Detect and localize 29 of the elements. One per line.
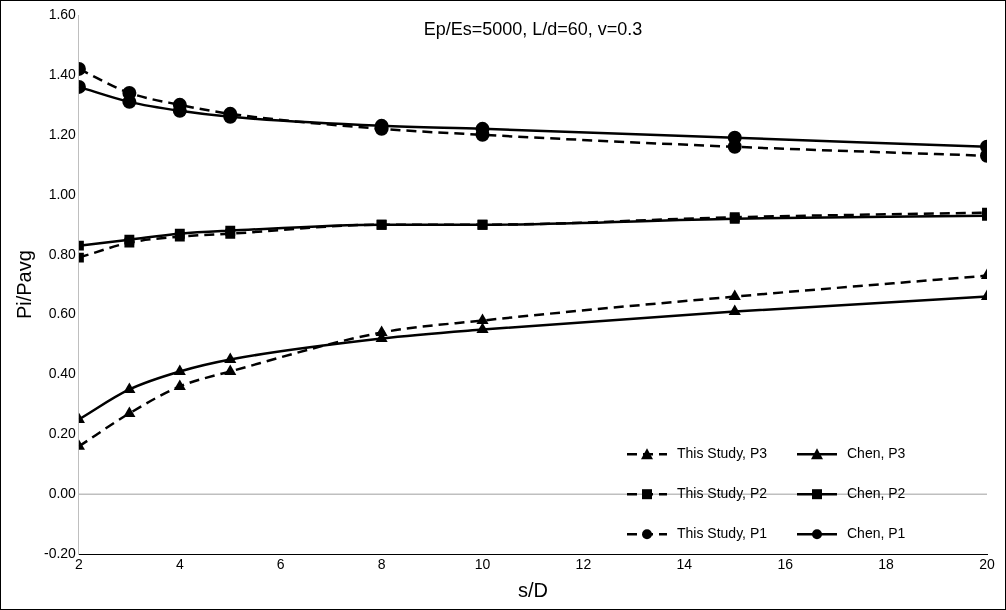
annotation: Ep/Es=5000, L/d=60, v=0.3: [423, 18, 643, 39]
x-tick-label: 6: [276, 556, 285, 573]
legend-label: Chen, P1: [847, 525, 906, 542]
legend-label: Chen, P3: [847, 445, 906, 462]
y-tick-label: 1.40: [48, 65, 77, 82]
x-tick-label: 20: [979, 556, 995, 573]
y-tick-label: 1.60: [48, 5, 77, 22]
x-tick-label: 16: [777, 556, 794, 573]
legend-label: This Study, P1: [677, 525, 768, 542]
y-tick-label: 0.60: [48, 305, 77, 322]
y-tick-label: 0.00: [48, 485, 77, 502]
x-tick-label: 12: [575, 556, 592, 573]
y-tick-label: -0.20: [43, 545, 77, 562]
x-tick-label: 4: [175, 556, 184, 573]
x-tick-label: 8: [377, 556, 386, 573]
x-tick-label: 10: [474, 556, 491, 573]
y-axis-title: Pi/Pavg: [12, 250, 35, 320]
x-tick-label: 2: [75, 556, 84, 573]
legend-label: This Study, P2: [677, 485, 768, 502]
y-tick-label: 0.80: [48, 245, 77, 262]
y-tick-label: 0.40: [48, 365, 77, 382]
y-tick-label: 0.20: [48, 425, 77, 442]
x-axis-title: s/D: [517, 578, 548, 601]
y-tick-label: 1.00: [48, 185, 77, 202]
y-tick-label: 1.20: [48, 125, 77, 142]
x-tick-label: 18: [878, 556, 895, 573]
legend-label: This Study, P3: [677, 445, 768, 462]
x-tick-label: 14: [676, 556, 693, 573]
legend-label: Chen, P2: [847, 485, 906, 502]
